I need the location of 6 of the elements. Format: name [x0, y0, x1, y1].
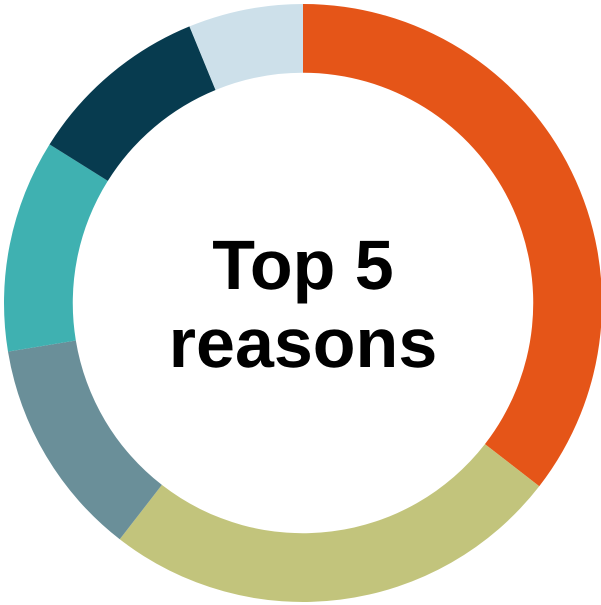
text: Top 5 reasons [168, 226, 438, 382]
donut-slice [120, 444, 540, 602]
donut-slice [8, 340, 162, 540]
donut-slice [189, 4, 303, 90]
donut-slice [50, 26, 216, 181]
donut-slice [4, 144, 108, 352]
